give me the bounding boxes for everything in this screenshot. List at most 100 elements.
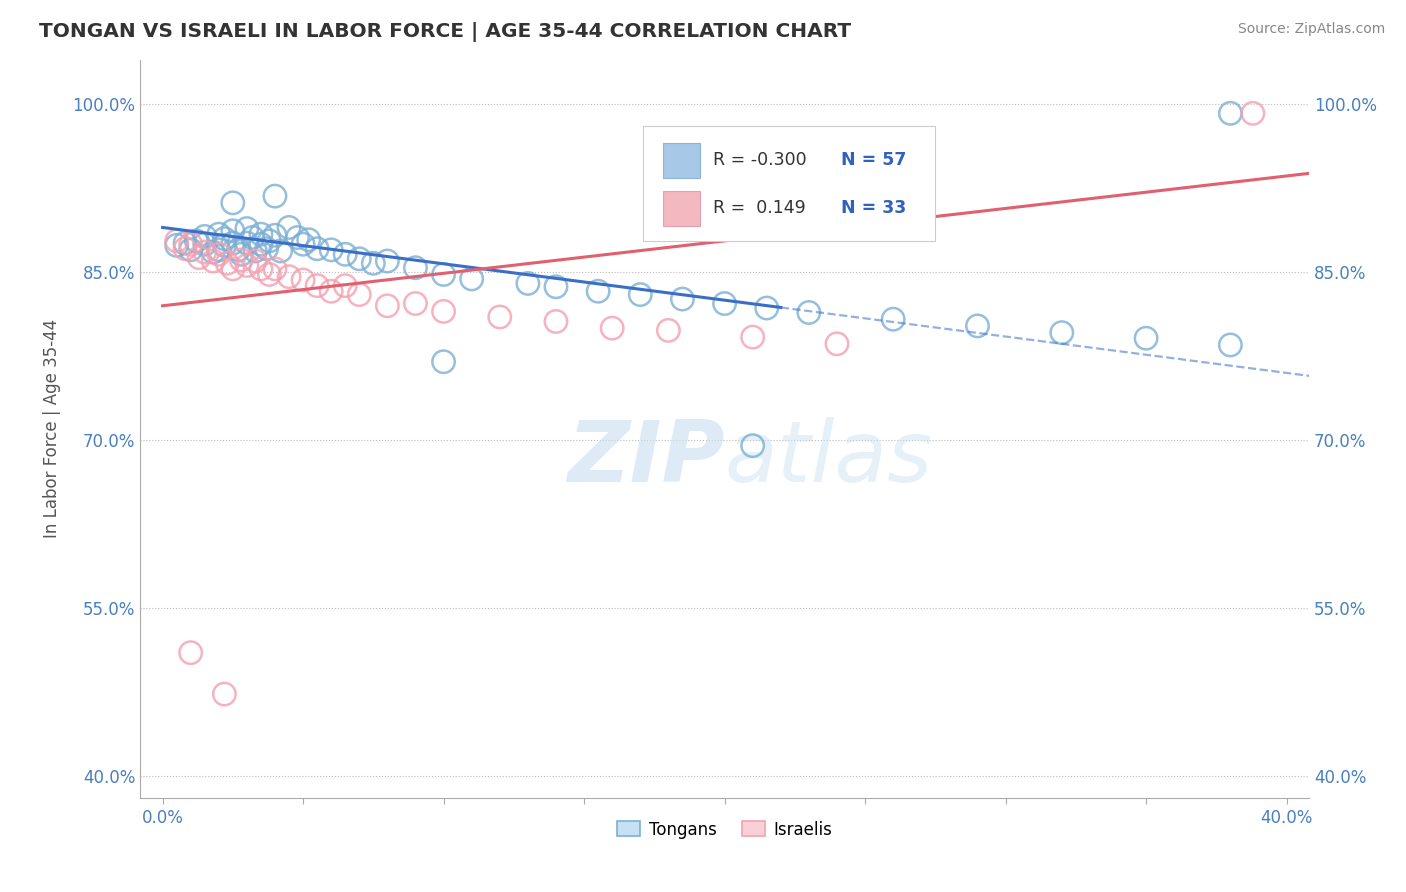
Point (256, 242, 278, 256)
Point (245, 244, 267, 258)
Point (335, 247, 357, 261)
Point (180, 237, 202, 252)
FancyBboxPatch shape (662, 191, 700, 227)
FancyBboxPatch shape (662, 143, 700, 178)
Point (245, 254, 267, 268)
Point (1241, 106, 1264, 120)
Text: TONGAN VS ISRAELI IN LABOR FORCE | AGE 35-44 CORRELATION CHART: TONGAN VS ISRAELI IN LABOR FORCE | AGE 3… (39, 22, 852, 42)
Point (432, 304, 454, 318)
Point (194, 245, 217, 260)
Point (278, 220, 301, 235)
Point (544, 279, 567, 293)
Point (882, 312, 904, 326)
Point (270, 244, 292, 258)
Point (202, 245, 225, 260)
Point (298, 233, 321, 247)
Point (287, 230, 309, 244)
Point (214, 238, 236, 252)
Point (228, 243, 250, 257)
Point (180, 646, 202, 660)
Point (194, 237, 217, 252)
Point (222, 261, 245, 276)
Point (1219, 338, 1241, 352)
Point (231, 252, 253, 267)
Point (741, 439, 763, 453)
Point (166, 238, 188, 252)
Point (377, 254, 399, 268)
Point (259, 234, 281, 248)
Point (657, 323, 679, 337)
Point (349, 287, 371, 301)
Point (186, 234, 208, 248)
Point (516, 277, 538, 291)
Point (174, 236, 197, 251)
Point (292, 273, 315, 287)
Point (222, 195, 245, 210)
Point (432, 268, 454, 282)
Point (250, 261, 273, 276)
Point (405, 260, 427, 275)
Point (1219, 106, 1241, 120)
Point (188, 251, 211, 265)
Point (194, 229, 217, 244)
Point (259, 268, 281, 282)
Point (236, 236, 259, 251)
Point (214, 232, 236, 246)
Text: ZIP: ZIP (567, 417, 724, 500)
Point (264, 261, 287, 276)
Point (460, 272, 482, 286)
Point (335, 278, 357, 293)
Point (377, 299, 399, 313)
Point (208, 227, 231, 242)
Point (307, 278, 329, 293)
Point (236, 259, 259, 273)
Point (600, 321, 623, 335)
Legend: Tongans, Israelis: Tongans, Israelis (610, 814, 839, 846)
Point (222, 236, 245, 251)
Point (966, 318, 988, 333)
Point (713, 296, 735, 310)
Text: N = 33: N = 33 (841, 200, 907, 218)
Point (544, 314, 567, 328)
Point (278, 269, 301, 284)
Point (242, 230, 264, 244)
Point (1050, 326, 1073, 340)
Text: R =  0.149: R = 0.149 (713, 200, 806, 218)
Y-axis label: In Labor Force | Age 35-44: In Labor Force | Age 35-44 (44, 319, 60, 539)
Point (405, 296, 427, 310)
Point (264, 189, 287, 203)
Point (825, 336, 848, 351)
Point (222, 224, 245, 238)
Point (755, 301, 778, 315)
Point (628, 287, 651, 301)
Point (586, 284, 609, 298)
Point (202, 254, 225, 268)
Point (217, 256, 239, 270)
Text: atlas: atlas (724, 417, 932, 500)
Point (797, 305, 820, 319)
Text: Source: ZipAtlas.com: Source: ZipAtlas.com (1237, 22, 1385, 37)
Point (363, 256, 385, 270)
Point (349, 252, 371, 266)
Point (321, 284, 343, 298)
Point (231, 247, 253, 261)
Point (671, 292, 693, 306)
Point (307, 242, 329, 256)
Point (250, 237, 273, 252)
Text: N = 57: N = 57 (841, 152, 907, 169)
Point (180, 243, 202, 257)
Point (264, 228, 287, 243)
Point (741, 330, 763, 344)
Point (488, 310, 510, 324)
Point (214, 687, 236, 701)
Point (250, 227, 273, 242)
Point (208, 243, 231, 257)
Point (208, 247, 231, 261)
Point (321, 243, 343, 257)
FancyBboxPatch shape (643, 126, 935, 241)
Point (1135, 331, 1157, 345)
Text: R = -0.300: R = -0.300 (713, 152, 807, 169)
Point (432, 355, 454, 369)
Point (174, 242, 197, 256)
Point (166, 234, 188, 248)
